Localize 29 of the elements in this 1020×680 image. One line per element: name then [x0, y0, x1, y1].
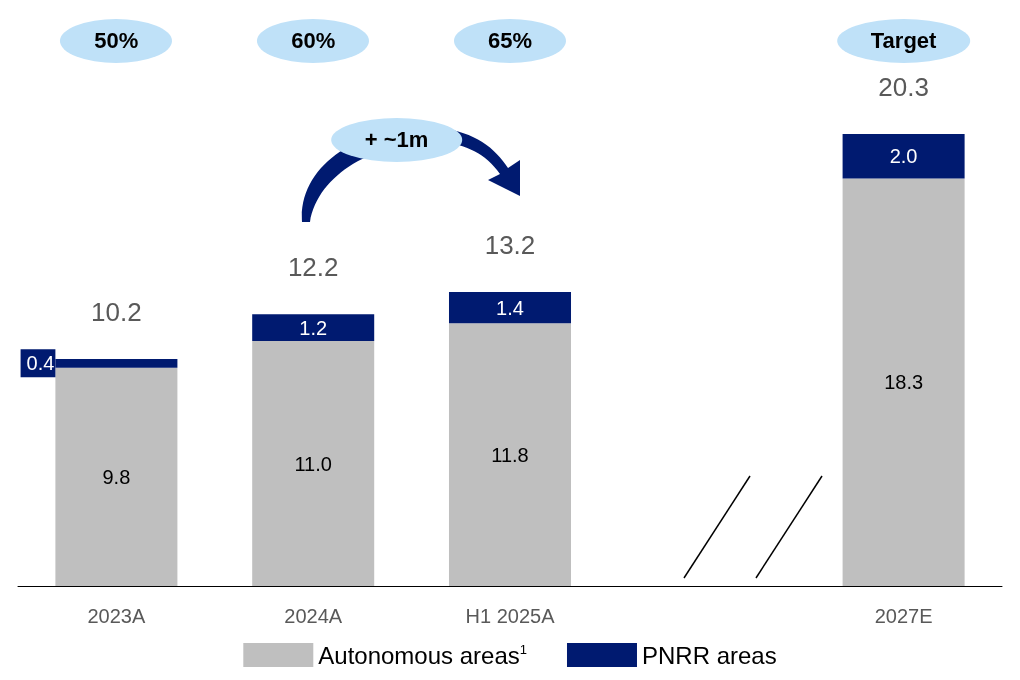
text: 65% [453, 19, 567, 63]
bar [55, 367, 178, 586]
total-label: 20.3 [878, 71, 929, 102]
text: 50% [60, 19, 173, 63]
x-tick-label: H1 2025A [465, 605, 556, 627]
text: 60% [257, 19, 370, 63]
x-tick-label: 2027E [874, 605, 933, 627]
total-label: 13.2 [484, 230, 536, 261]
data-label: 11.0 [294, 452, 332, 475]
total-label: 12.2 [287, 252, 339, 283]
data-label: 1.2 [299, 316, 328, 339]
legend-label: PNRR areas [641, 641, 777, 669]
x-tick-label: 2023A [87, 605, 146, 627]
annotation: + ~1m [330, 118, 463, 162]
bar [252, 314, 375, 342]
data-label: 11.8 [491, 443, 529, 466]
bar [448, 323, 572, 586]
data-label: 9.8 [102, 465, 131, 488]
bar [842, 133, 965, 179]
text: Target [836, 19, 971, 63]
bar [448, 292, 572, 324]
data-label: 18.3 [884, 371, 924, 394]
total-label: 10.2 [91, 296, 142, 327]
bar [842, 178, 965, 586]
bar [252, 341, 375, 586]
data-label: 2.0 [889, 145, 918, 168]
data-label: 0.4 [26, 352, 55, 375]
x-tick-label: 2024A [284, 605, 343, 627]
data-label: 1.4 [496, 296, 524, 319]
